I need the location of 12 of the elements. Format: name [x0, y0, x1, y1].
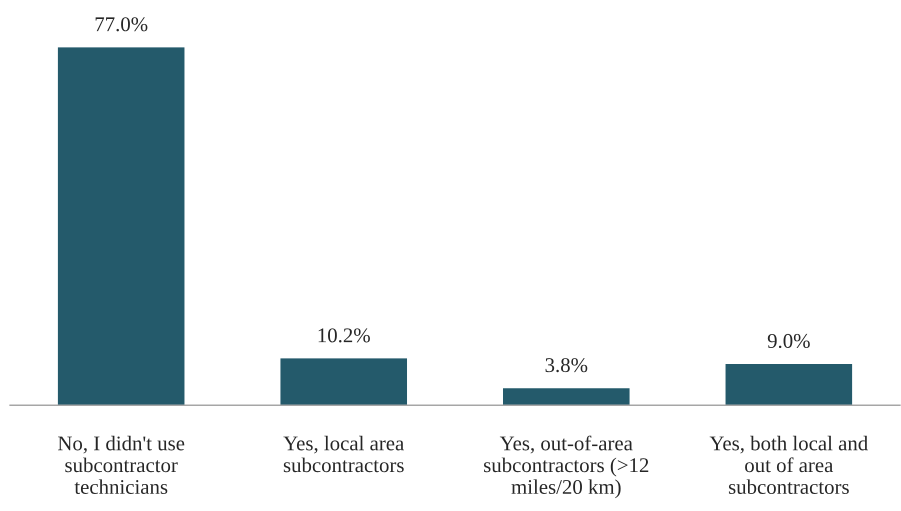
bar — [56, 46, 186, 406]
x-tick-label: Yes, both local and out of area subcontractors — [710, 436, 868, 494]
bar — [724, 362, 854, 406]
x-tick-label: No, I didn't use subcontractor technicians — [58, 436, 184, 494]
data-label: 9.0% — [768, 334, 810, 348]
bar — [502, 386, 631, 406]
data-label: 3.8% — [546, 358, 588, 372]
x-tick-label: Yes, out-of-area subcontractors (>12 miles/20 km) — [484, 436, 648, 498]
x-tick-label: Yes, local area subcontractors — [283, 436, 404, 472]
data-label: 77.0% — [96, 17, 148, 32]
bar — [279, 357, 408, 406]
data-label: 10.2% — [318, 328, 370, 342]
